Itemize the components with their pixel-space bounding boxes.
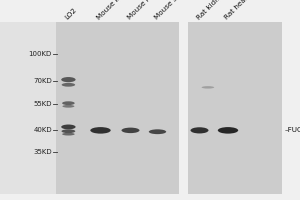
Text: Rat heart: Rat heart xyxy=(224,0,252,21)
Ellipse shape xyxy=(62,133,75,136)
Bar xyxy=(0,22,56,194)
Ellipse shape xyxy=(202,86,214,89)
Ellipse shape xyxy=(61,125,76,129)
Bar xyxy=(56,22,178,194)
Ellipse shape xyxy=(190,127,208,133)
Text: 55KD: 55KD xyxy=(33,101,52,107)
Text: Rat kidney: Rat kidney xyxy=(195,0,227,21)
Bar xyxy=(178,22,188,194)
Text: 35KD: 35KD xyxy=(33,149,52,155)
Ellipse shape xyxy=(62,83,75,87)
Ellipse shape xyxy=(61,77,76,82)
Ellipse shape xyxy=(149,129,166,134)
Ellipse shape xyxy=(62,101,75,105)
Text: Mouse heart: Mouse heart xyxy=(126,0,162,21)
Text: 40KD: 40KD xyxy=(33,127,52,132)
Ellipse shape xyxy=(218,127,238,134)
Ellipse shape xyxy=(62,105,74,108)
Text: 70KD: 70KD xyxy=(33,78,52,84)
Text: LO2: LO2 xyxy=(64,7,78,21)
Ellipse shape xyxy=(90,127,111,134)
Text: Mouse kidney: Mouse kidney xyxy=(96,0,136,21)
Text: 100KD: 100KD xyxy=(29,51,52,57)
Text: Mouse stomach: Mouse stomach xyxy=(153,0,197,21)
Bar xyxy=(188,22,282,194)
Ellipse shape xyxy=(122,128,140,133)
Ellipse shape xyxy=(61,129,75,133)
Text: –FUCA2: –FUCA2 xyxy=(284,127,300,132)
